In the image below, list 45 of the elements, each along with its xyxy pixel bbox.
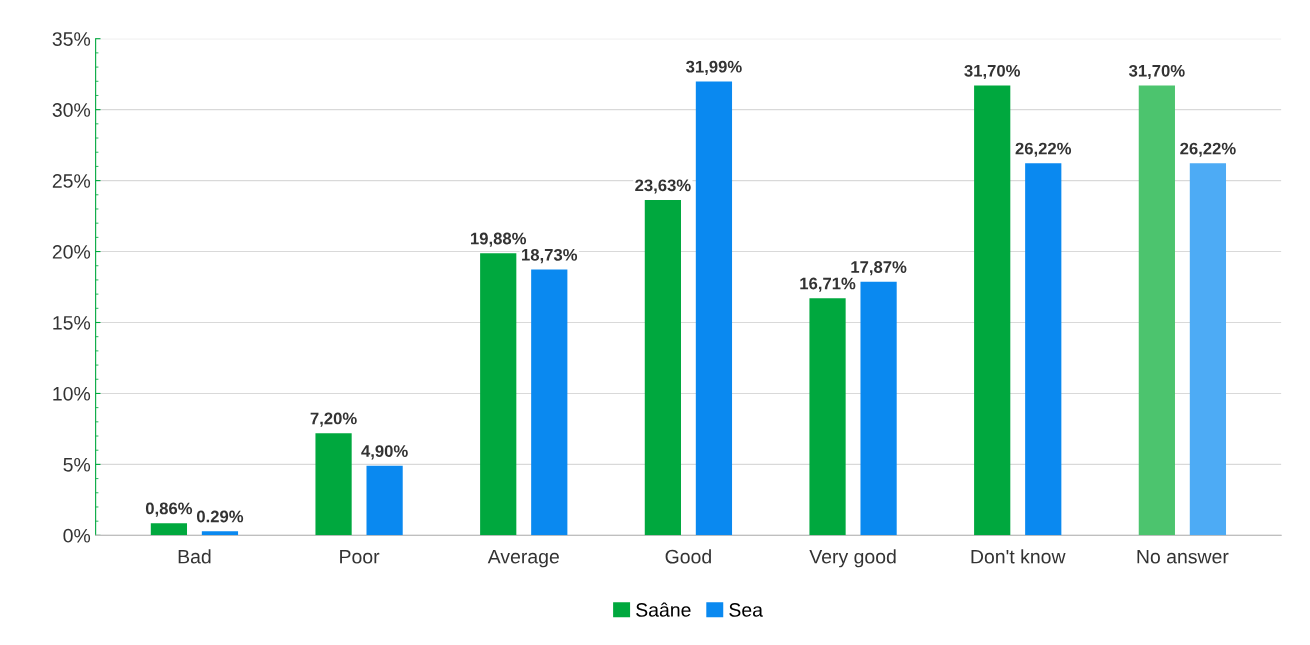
- x-tick-label: Don't know: [971, 549, 1066, 564]
- y-tick-label: 15%: [53, 316, 91, 330]
- data-label: 16,71%: [800, 277, 856, 292]
- y-tick-label: 25%: [52, 174, 91, 188]
- bar: [150, 523, 188, 536]
- data-label: 31,70%: [964, 64, 1021, 80]
- legend-label: Saâne: [636, 602, 691, 617]
- data-label: 17,87%: [851, 261, 907, 276]
- bar: [860, 281, 897, 536]
- data-label: 26,22%: [1180, 142, 1236, 157]
- bar: [366, 465, 403, 536]
- data-label: 31,70%: [1128, 64, 1185, 80]
- data-label: 4,90%: [361, 445, 408, 460]
- data-label: 18,73%: [522, 248, 578, 264]
- bar: [1138, 85, 1175, 536]
- bar: [695, 81, 733, 536]
- bar: [644, 200, 681, 536]
- data-label: 23,63%: [635, 179, 691, 194]
- data-label: 0.29%: [196, 510, 244, 523]
- y-tick-label: 35%: [52, 32, 91, 46]
- y-tick-label: 10%: [53, 386, 91, 401]
- bar: [974, 85, 1011, 536]
- x-tick-label: Good: [665, 549, 711, 564]
- bar: [480, 253, 517, 536]
- legend-label: Sea: [729, 603, 763, 617]
- y-tick-label: 20%: [52, 245, 91, 259]
- data-label: 31,99%: [686, 60, 742, 75]
- y-tick-label: 0%: [63, 528, 91, 543]
- y-tick-label: 5%: [63, 457, 91, 472]
- y-tick-label: 30%: [52, 103, 91, 117]
- bar: [1189, 163, 1227, 536]
- x-tick-label: Bad: [178, 549, 211, 564]
- bar: [1025, 163, 1062, 536]
- data-label: 19,88%: [471, 232, 527, 247]
- x-tick-label: Poor: [340, 549, 380, 564]
- x-tick-label: Very good: [809, 549, 896, 568]
- data-label: 0,86%: [145, 502, 193, 517]
- bar: [315, 433, 352, 536]
- bar: [809, 298, 846, 536]
- x-tick-label: Average: [487, 549, 559, 568]
- data-label: 7,20%: [310, 412, 357, 427]
- bar: [531, 269, 568, 536]
- bar: [201, 531, 239, 536]
- x-tick-label: No answer: [1137, 549, 1229, 564]
- data-label: 26,22%: [1015, 142, 1072, 157]
